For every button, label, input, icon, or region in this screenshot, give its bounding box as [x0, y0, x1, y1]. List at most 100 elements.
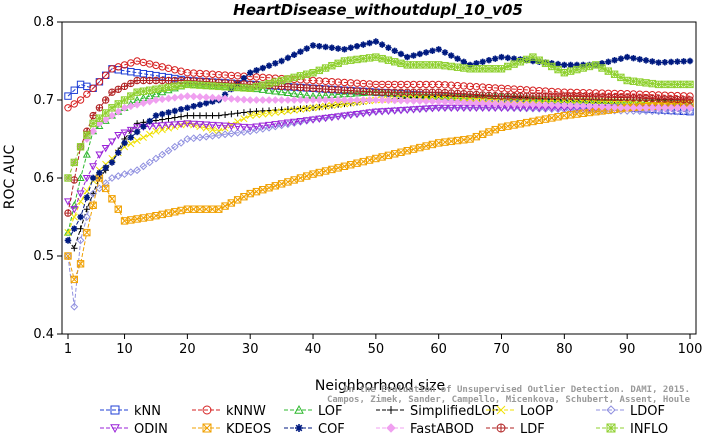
point-inflo — [623, 76, 631, 85]
point-ldf — [585, 93, 594, 101]
point-inflo — [95, 114, 104, 122]
point-ldof — [126, 168, 135, 177]
legend-item-simplifiedlof: SimplifiedLOF — [376, 404, 499, 419]
point-fastabod — [152, 96, 160, 104]
point-inflo — [441, 61, 449, 70]
point-cof — [96, 169, 103, 176]
legend-label: LDOF — [630, 404, 665, 419]
point-fastabod — [629, 103, 638, 112]
point-cof — [297, 48, 304, 55]
legend-marker-inflo — [606, 423, 616, 433]
point-inflo — [629, 77, 638, 85]
point-inflo — [434, 61, 443, 69]
point-ldf — [554, 92, 562, 100]
point-odin — [76, 190, 85, 198]
point-cof — [334, 45, 342, 52]
point-fastabod — [290, 96, 299, 104]
point-cof — [454, 55, 461, 62]
point-ldf — [315, 84, 324, 93]
series-fastabod — [64, 92, 694, 182]
point-fastabod — [409, 97, 418, 105]
point-inflo — [328, 61, 336, 70]
point-cof — [341, 46, 348, 53]
point-fastabod — [240, 95, 248, 104]
point-ldof — [101, 179, 110, 188]
point-kdeos — [177, 206, 185, 215]
point-ldof — [654, 107, 663, 116]
point-loop — [315, 103, 323, 111]
point-cof — [504, 54, 511, 62]
point-odin — [133, 124, 142, 132]
point-cof — [479, 58, 486, 65]
point-odin — [308, 116, 318, 124]
point-knnw — [64, 104, 72, 112]
point-kdeos — [108, 195, 116, 203]
point-inflo — [347, 56, 355, 64]
point-ldf — [661, 95, 669, 103]
point-kdeos — [397, 148, 405, 156]
point-odin — [327, 114, 336, 122]
point-fastabod — [541, 101, 550, 109]
point-cof — [290, 51, 298, 58]
x-tick-label: 40 — [305, 342, 322, 357]
point-cof — [253, 67, 260, 74]
point-cof — [378, 41, 386, 48]
point-inflo — [64, 174, 72, 182]
point-fastabod — [522, 100, 531, 109]
point-inflo — [422, 61, 430, 69]
point-ldf — [284, 83, 292, 91]
point-ldf — [541, 92, 550, 100]
point-ldf — [133, 76, 141, 85]
series-kdeos — [64, 100, 694, 284]
point-loop — [479, 95, 487, 103]
point-ldf — [409, 88, 418, 96]
point-ldof — [76, 236, 85, 245]
point-fastabod — [309, 96, 317, 104]
point-loop — [441, 92, 449, 101]
point-inflo — [673, 80, 682, 89]
point-ldof — [673, 107, 682, 116]
point-ldf — [522, 92, 531, 100]
point-inflo — [215, 82, 223, 91]
point-fastabod — [642, 103, 650, 112]
point-cof — [466, 61, 474, 69]
point-ldf — [629, 94, 638, 102]
point-ldf — [334, 86, 342, 94]
point-simplifiedlof — [184, 112, 191, 119]
point-ldf — [372, 88, 380, 96]
point-inflo — [610, 70, 619, 78]
point-ldof — [240, 128, 248, 136]
point-fastabod — [296, 96, 305, 104]
point-ldf — [378, 88, 386, 96]
point-knnw — [76, 96, 85, 104]
point-kdeos — [340, 162, 349, 171]
point-cof — [661, 59, 669, 66]
point-inflo — [522, 55, 531, 64]
point-ldf — [636, 94, 644, 102]
point-kdeos — [315, 168, 324, 177]
point-ldof — [82, 213, 91, 221]
point-cof — [165, 109, 172, 116]
point-ldof — [616, 106, 625, 115]
series-inflo — [64, 53, 694, 182]
point-fastabod — [403, 96, 412, 105]
point-odin — [290, 118, 299, 127]
x-axis-label: Neighborhood size — [315, 378, 445, 394]
point-kdeos — [265, 184, 273, 192]
point-cof — [441, 49, 449, 56]
point-kdeos — [83, 228, 91, 237]
point-ldof — [227, 129, 236, 138]
point-kdeos — [70, 275, 78, 284]
point-fastabod — [365, 96, 374, 104]
point-loop — [278, 108, 286, 116]
point-fastabod — [516, 100, 525, 109]
legend-marker-simplifiedlof — [387, 406, 395, 414]
point-kdeos — [290, 176, 298, 184]
point-fastabod — [120, 103, 129, 112]
point-inflo — [460, 64, 468, 72]
point-kdeos — [378, 153, 386, 161]
point-fastabod — [359, 96, 368, 104]
point-loop — [133, 137, 141, 145]
point-simplifiedlof — [234, 110, 241, 117]
